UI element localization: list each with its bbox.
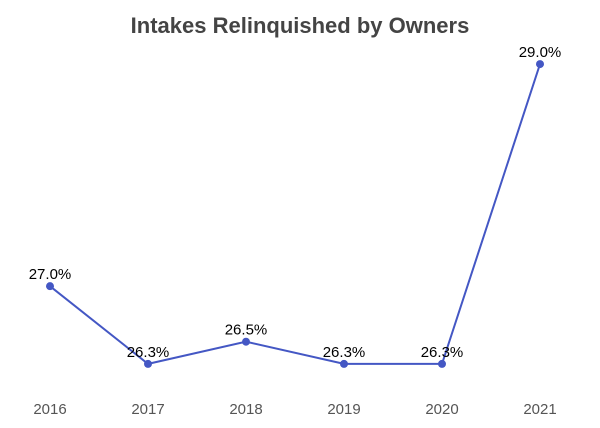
x-tick-label: 2020 — [425, 401, 458, 418]
x-tick-label: 2021 — [523, 401, 556, 418]
x-tick-label: 2018 — [229, 401, 262, 418]
point — [144, 359, 152, 368]
x-tick-label: 2019 — [327, 401, 360, 418]
data-label: 29.0% — [519, 44, 562, 61]
point — [46, 282, 54, 291]
data-label: 26.3% — [323, 344, 366, 361]
chart-title: Intakes Relinquished by Owners — [131, 13, 470, 38]
x-tick-label: 2017 — [131, 401, 164, 418]
line — [49, 63, 541, 365]
point — [340, 359, 348, 368]
data-label: 27.0% — [29, 266, 72, 283]
data-label: 26.3% — [421, 344, 464, 361]
point — [438, 359, 446, 368]
point — [242, 337, 250, 346]
data-label: 26.5% — [225, 322, 268, 339]
x-tick-label: 2016 — [33, 401, 66, 418]
data-label: 26.3% — [127, 344, 170, 361]
point — [536, 60, 544, 69]
